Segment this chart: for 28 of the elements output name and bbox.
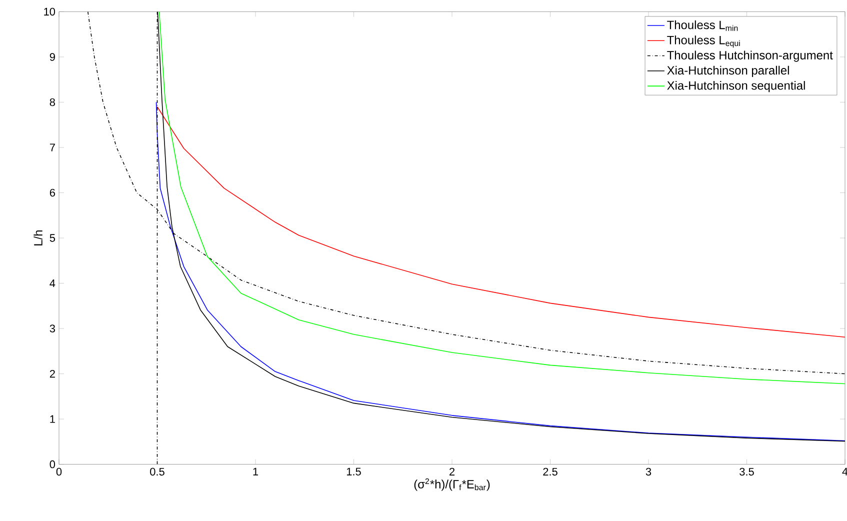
- line-series: [156, 102, 846, 442]
- y-tick-label: 10: [44, 8, 56, 16]
- x-tick-label: 2.5: [543, 468, 558, 476]
- x-axis-title: (σ$^{2}$*h)/(Γ$_{f}$*E$_{bar}$): [414, 478, 490, 491]
- y-tick-label: 4: [50, 279, 56, 288]
- x-tick-label: 0.5: [150, 468, 164, 476]
- x-tick-label: 1.5: [346, 468, 361, 476]
- y-tick-label: 8: [50, 98, 55, 106]
- y-tick-label: 6: [50, 188, 55, 197]
- line-series: [156, 106, 846, 338]
- y-tick-label: 5: [50, 234, 56, 242]
- y-tick-label: 2: [50, 370, 55, 378]
- x-tick-label: 3: [646, 468, 652, 476]
- y-tick-label: 3: [50, 324, 55, 332]
- legend-label: Xia-Hutchinson sequential: [667, 80, 805, 92]
- x-tick-label: 1: [253, 468, 258, 476]
- legend-label: Thouless Hutchinson-argument: [667, 50, 833, 62]
- legend-label: Xia-Hutchinson parallel: [667, 66, 789, 77]
- y-tick-label: 0: [50, 460, 56, 468]
- x-tick-label: 3.5: [740, 468, 754, 476]
- y-axis-title: L/h: [34, 230, 42, 246]
- y-tick-label: 9: [50, 53, 55, 61]
- x-tick-label: 0: [56, 468, 62, 476]
- y-tick-label: 7: [50, 144, 55, 152]
- y-tick-label: 1: [50, 415, 55, 423]
- x-tick-label: 2: [450, 468, 455, 476]
- legend-label: Thouless L$_{equi}$: [667, 36, 740, 48]
- legend-label: Thouless L$_{min}$: [667, 20, 738, 31]
